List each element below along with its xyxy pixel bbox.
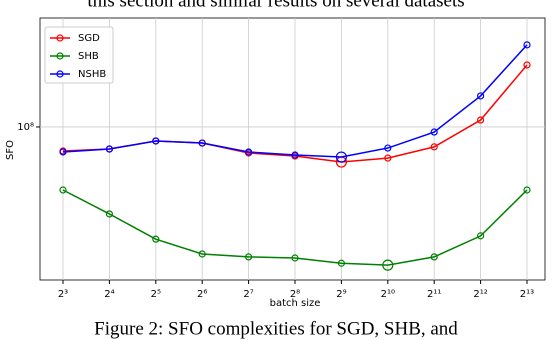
legend-marker <box>56 52 64 60</box>
legend-label: SGD <box>78 33 100 44</box>
x-tick-label: 2⁵ <box>151 289 161 300</box>
data-point <box>152 137 160 145</box>
series-line <box>62 189 528 266</box>
data-point <box>430 253 438 261</box>
data-point <box>523 186 531 194</box>
data-point <box>291 254 299 262</box>
data-point <box>430 128 438 136</box>
series-line <box>62 44 528 158</box>
data-point <box>105 145 114 153</box>
x-tick-label: 2¹² <box>473 289 487 300</box>
legend-label: SHB <box>78 51 99 62</box>
data-point <box>105 210 114 218</box>
plot-frame <box>39 17 546 281</box>
data-point <box>337 259 345 267</box>
x-tick-label: 2¹³ <box>520 289 534 300</box>
x-tick-label: 2⁶ <box>197 289 207 300</box>
x-tick-label: 2¹⁰ <box>381 289 395 300</box>
x-tick-label: 2¹¹ <box>427 289 441 300</box>
data-point <box>384 154 392 162</box>
x-tick-label: 2⁹ <box>336 289 346 300</box>
data-point <box>291 151 299 159</box>
data-point <box>523 41 531 49</box>
caption: Figure 2: SFO complexities for SGD, SHB,… <box>94 318 458 339</box>
data-point <box>477 92 485 100</box>
data-point <box>384 144 392 152</box>
data-point <box>152 235 160 243</box>
data-point <box>59 186 67 194</box>
data-point <box>198 139 206 147</box>
legend-marker <box>56 34 64 42</box>
y-axis-label: SFO <box>5 140 16 160</box>
legend-box <box>44 26 114 84</box>
data-point <box>59 148 67 156</box>
header-text: this section and similar results on seve… <box>87 0 464 11</box>
data-point <box>477 232 485 240</box>
data-point <box>245 253 253 261</box>
x-tick-label: 2³ <box>58 289 68 300</box>
y-tick-label: 10⁸ <box>17 122 34 133</box>
data-point <box>335 151 347 163</box>
x-tick-label: 2⁷ <box>243 289 253 300</box>
data-point <box>430 143 438 151</box>
data-point <box>382 259 394 271</box>
data-point <box>198 250 206 258</box>
data-point <box>477 116 485 124</box>
x-tick-label: 2⁸ <box>290 289 300 300</box>
data-point <box>523 61 531 69</box>
legend-marker <box>56 70 64 78</box>
data-point <box>245 148 253 156</box>
x-axis-label: batch size <box>270 298 321 309</box>
legend-label: NSHB <box>78 69 106 80</box>
x-tick-label: 2⁴ <box>104 289 114 300</box>
